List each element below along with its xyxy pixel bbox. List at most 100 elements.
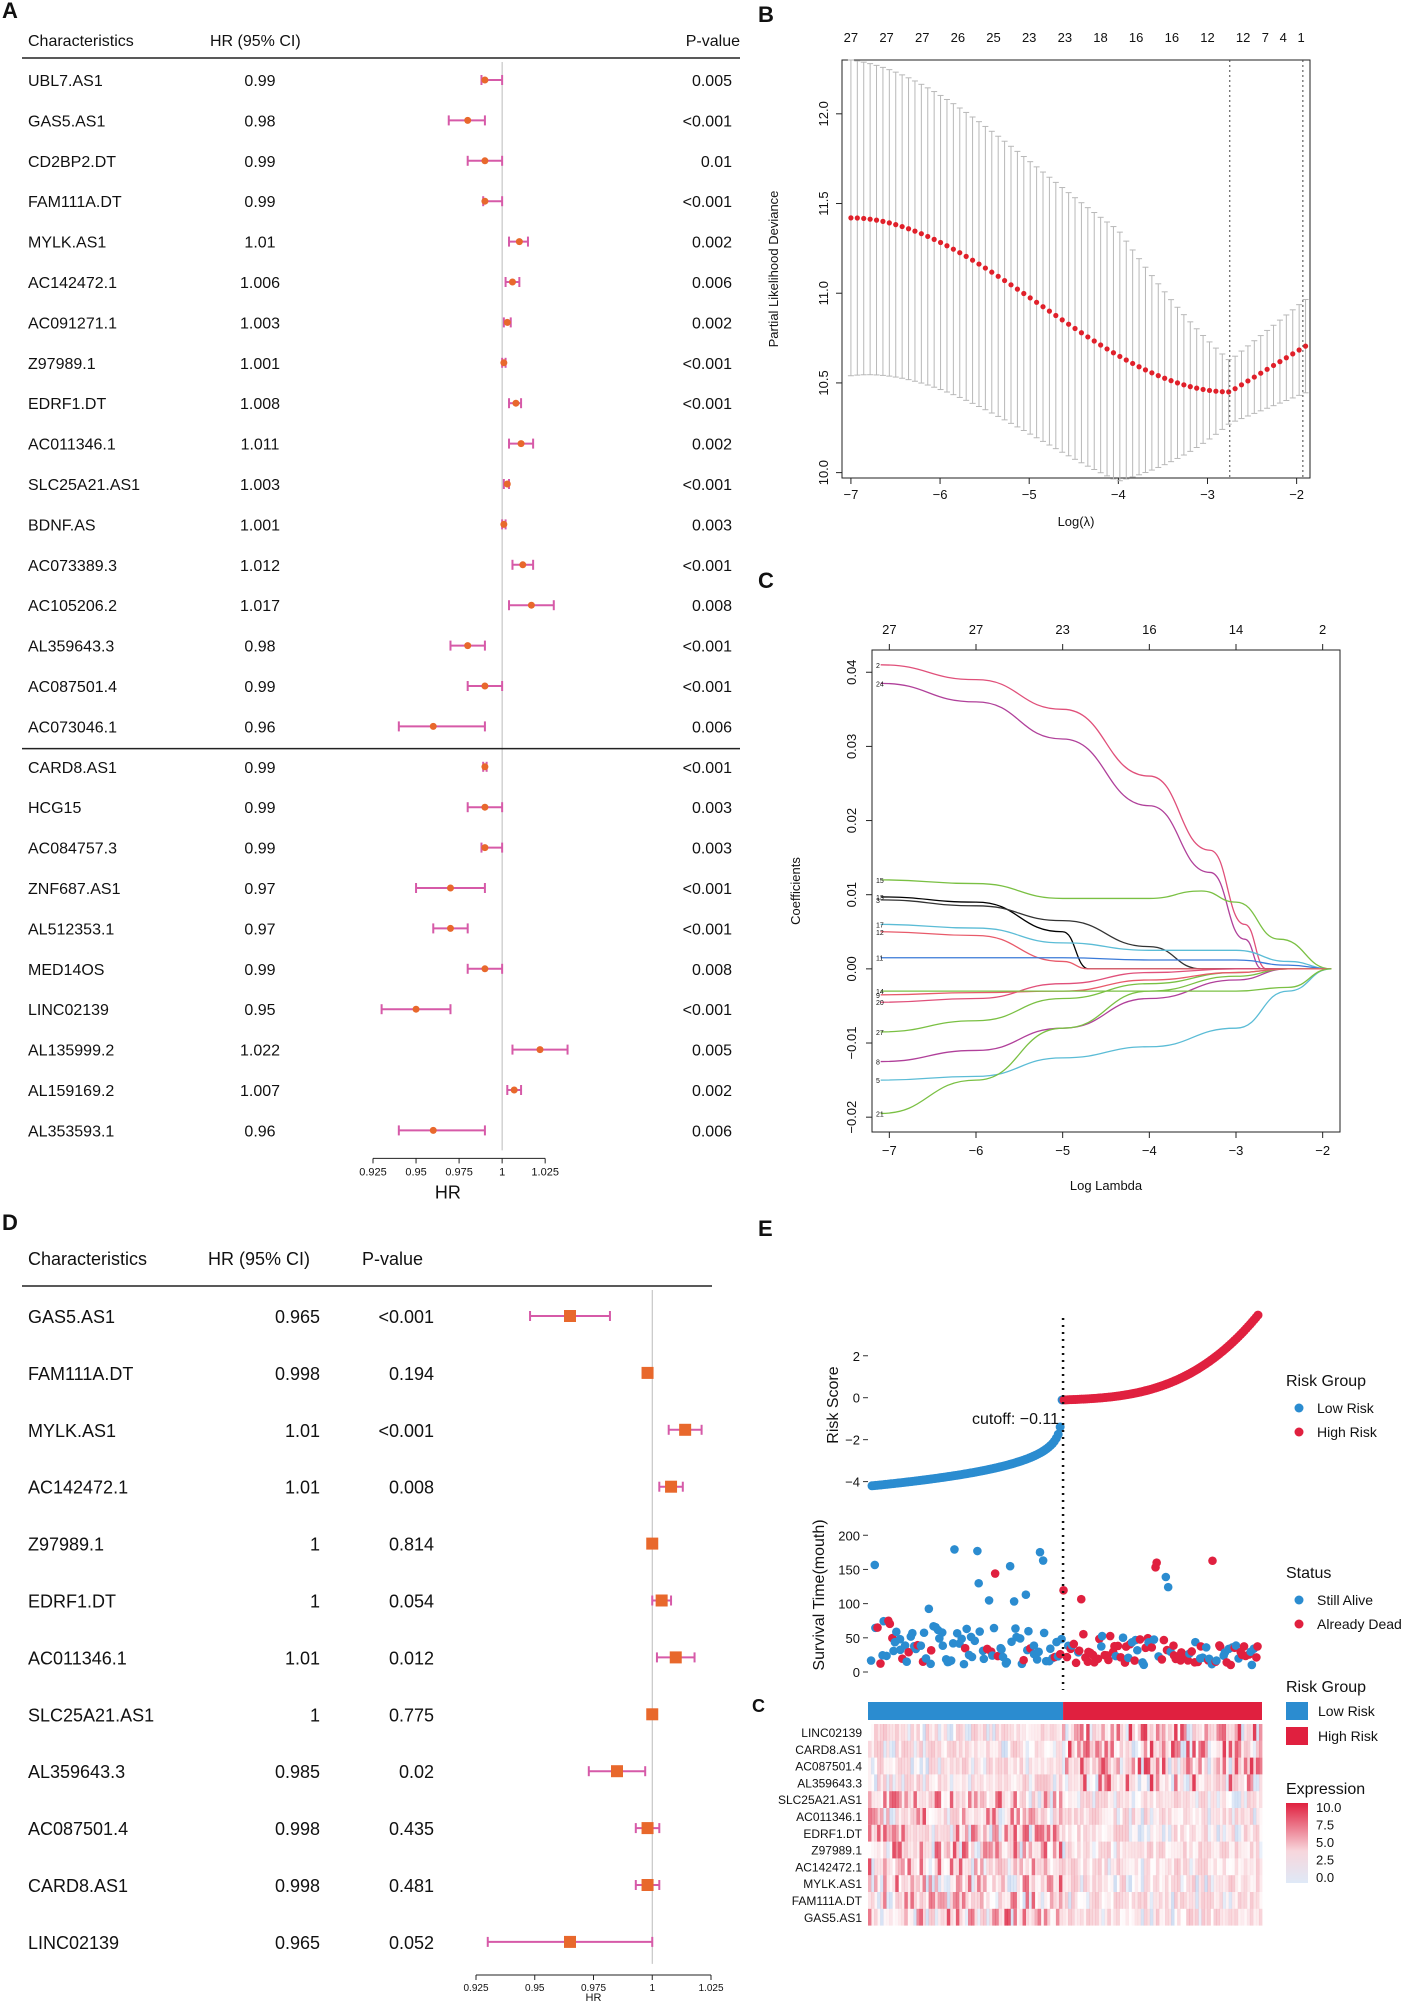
heatmap-cell	[1113, 1724, 1117, 1741]
heatmap-cell	[1043, 1875, 1048, 1892]
heatmap-cell	[1110, 1791, 1114, 1808]
heatmap-cell	[1080, 1791, 1084, 1808]
heatmap-cell	[1068, 1774, 1072, 1792]
legend-group2-low-label: Low Risk	[1318, 1703, 1376, 1719]
heatmap-cell	[1213, 1824, 1217, 1842]
heatmap-cell	[1040, 1791, 1045, 1808]
heatmap-cell	[989, 1808, 993, 1825]
heatmap-cell	[889, 1724, 893, 1741]
heatmap-cell	[974, 1841, 978, 1859]
heatmap-cell	[1152, 1875, 1157, 1892]
heatmap-cell	[931, 1724, 936, 1741]
survival-point	[1105, 1631, 1115, 1641]
heatmap-cell	[1119, 1875, 1123, 1892]
heatmap-cell	[1025, 1841, 1030, 1859]
heatmap-cell	[1080, 1892, 1083, 1909]
heatmap-cell	[964, 1892, 969, 1909]
heatmap-cell	[952, 1824, 957, 1842]
heatmap-cell	[1031, 1774, 1036, 1792]
heatmap-cell	[1104, 1724, 1108, 1741]
heatmap-cell	[1025, 1824, 1030, 1842]
hr-point	[564, 1935, 576, 1948]
heatmap-cell	[1032, 1741, 1035, 1758]
heatmap-cell	[1116, 1824, 1120, 1842]
heatmap-cell	[1116, 1858, 1120, 1876]
heatmap-cell	[1152, 1757, 1157, 1775]
heatmap-cell	[928, 1908, 933, 1926]
heatmap-cell	[958, 1908, 963, 1926]
heatmap-cell	[1034, 1740, 1039, 1758]
heatmap-cell	[1183, 1757, 1187, 1775]
row-hr: 0.99	[244, 73, 275, 90]
heatmap-cell	[937, 1740, 942, 1758]
deviance-point	[1296, 347, 1302, 353]
heatmap-cell	[1192, 1758, 1195, 1775]
survival-point	[974, 1578, 983, 1588]
heatmap-cell	[1180, 1824, 1184, 1842]
row-name: CARD8.AS1	[28, 1876, 128, 1896]
heatmap-cell	[1089, 1875, 1093, 1892]
hr-point	[446, 884, 454, 892]
heatmap-cell	[1165, 1824, 1169, 1842]
heatmap-cell	[1052, 1740, 1057, 1758]
heatmap-cell	[1019, 1908, 1023, 1926]
heatmap-cell	[1065, 1858, 1069, 1876]
row-hr: 1.006	[240, 275, 280, 292]
row-pvalue: 0.02	[399, 1762, 434, 1782]
heatmap-cell	[1246, 1724, 1251, 1741]
heatmap-cell	[992, 1875, 996, 1892]
heatmap-cell	[1104, 1841, 1108, 1859]
heatmap-cell	[1061, 1841, 1066, 1859]
heatmap-cell	[1159, 1858, 1162, 1875]
heatmap-cell	[1095, 1824, 1099, 1842]
heatmap-cell	[1071, 1892, 1075, 1909]
heatmap-cell	[868, 1858, 872, 1876]
deviance-point	[1091, 338, 1097, 344]
heatmap-cell	[1149, 1724, 1154, 1741]
heatmap-cell	[1240, 1740, 1245, 1758]
heatmap-cell	[1134, 1808, 1139, 1825]
heatmap-cell	[968, 1808, 972, 1825]
hr-point	[508, 278, 516, 286]
heatmap-cell	[1180, 1858, 1184, 1876]
heatmap-cell	[1255, 1858, 1260, 1876]
heatmap-cell	[1077, 1740, 1081, 1758]
heatmap-cell	[1134, 1774, 1139, 1792]
heatmap-cell	[883, 1808, 887, 1825]
heatmap-cell	[1077, 1875, 1081, 1892]
heatmap-cell	[1092, 1892, 1096, 1909]
row-pvalue: <0.001	[683, 558, 732, 575]
heatmap-cell	[977, 1808, 981, 1825]
heatmap-cell	[922, 1824, 926, 1842]
heatmap-cell	[880, 1875, 884, 1892]
heatmap-cell	[1228, 1908, 1233, 1926]
heatmap-cell	[1058, 1875, 1063, 1892]
heatmap-cell	[1131, 1841, 1136, 1859]
heatmap-cell	[1246, 1908, 1251, 1926]
heatmap-cell	[1131, 1791, 1136, 1808]
heatmap-cell	[946, 1841, 951, 1859]
heatmap-cell	[916, 1858, 919, 1875]
heatmap-cell	[961, 1774, 966, 1792]
survival-point	[885, 1619, 895, 1629]
heatmap-cell	[1177, 1791, 1181, 1808]
heatmap-cell	[1043, 1791, 1048, 1808]
heatmap-cell	[919, 1774, 923, 1792]
panel-d: Characteristics HR (95% CI) P-valueGAS5.AS…	[22, 1249, 724, 2002]
heatmap-cell	[1034, 1808, 1039, 1825]
heatmap-cell	[1180, 1875, 1184, 1892]
group-bar-high	[1063, 1702, 1262, 1720]
heatmap-cell	[907, 1774, 911, 1792]
heatmap-cell	[1022, 1757, 1026, 1775]
heatmap-cell	[1171, 1791, 1175, 1808]
heatmap-cell	[1213, 1841, 1217, 1859]
heatmap-cell	[968, 1858, 972, 1876]
heatmap-cell	[1040, 1875, 1045, 1892]
heatmap-cell	[949, 1841, 954, 1859]
heatmap-cell	[1058, 1757, 1063, 1775]
deviance-point	[1027, 295, 1033, 301]
heatmap-cell	[901, 1740, 905, 1758]
heatmap-cell	[1061, 1908, 1066, 1926]
heatmap-cell	[1225, 1740, 1230, 1758]
heatmap-cell	[1146, 1774, 1151, 1792]
